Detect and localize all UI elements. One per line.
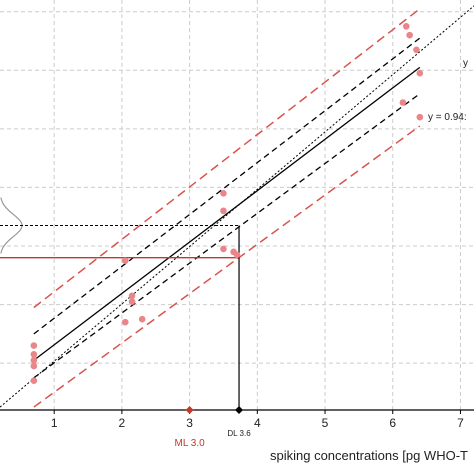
data-point	[406, 31, 413, 39]
data-point	[220, 207, 227, 215]
axes: 1 2 3 4 5 6 7	[0, 406, 474, 430]
data-point	[413, 46, 420, 54]
chart-labels: spiking concentrations [pg WHO-T y y = 0…	[174, 58, 468, 463]
data-point	[30, 377, 38, 385]
data-point	[121, 257, 129, 264]
series-lines	[0, 5, 474, 408]
dl-marker	[235, 406, 244, 414]
x-tick-label: 2	[119, 416, 126, 430]
x-tick-label: 7	[457, 416, 464, 430]
data-point	[30, 356, 38, 364]
ml-label: ML 3.0	[174, 438, 205, 449]
x-tick-label: 1	[51, 416, 58, 430]
regression-line	[33, 66, 421, 361]
data-point	[30, 351, 38, 358]
x-tick-label: 4	[254, 416, 261, 430]
data-point	[121, 318, 129, 326]
grid-lines	[0, 0, 474, 410]
data-point	[233, 251, 241, 259]
x-tick-label: 3	[186, 416, 193, 430]
prediction-line	[33, 125, 421, 408]
confidence-line	[33, 93, 421, 379]
prediction-line	[33, 8, 421, 309]
data-points	[30, 23, 424, 385]
data-point	[416, 69, 424, 77]
dl-label: DL 3.6	[227, 429, 251, 438]
data-point	[138, 315, 146, 323]
confidence-line	[33, 37, 421, 335]
x-tick-label: 6	[389, 416, 396, 430]
identity-line-label: y	[463, 58, 468, 69]
x-tick-label: 5	[322, 416, 329, 430]
data-point	[399, 99, 407, 106]
data-point	[402, 23, 410, 30]
x-axis-label: spiking concentrations [pg WHO-T	[270, 448, 468, 463]
ml-marker	[185, 406, 194, 414]
identity-line	[0, 5, 474, 408]
data-point	[220, 189, 227, 197]
data-point	[128, 292, 136, 300]
data-point	[30, 362, 38, 370]
data-point	[30, 342, 38, 349]
regression-equation-label: y = 0.94:	[428, 112, 467, 123]
data-point	[416, 113, 424, 121]
data-point	[128, 298, 136, 305]
data-point	[220, 245, 227, 253]
